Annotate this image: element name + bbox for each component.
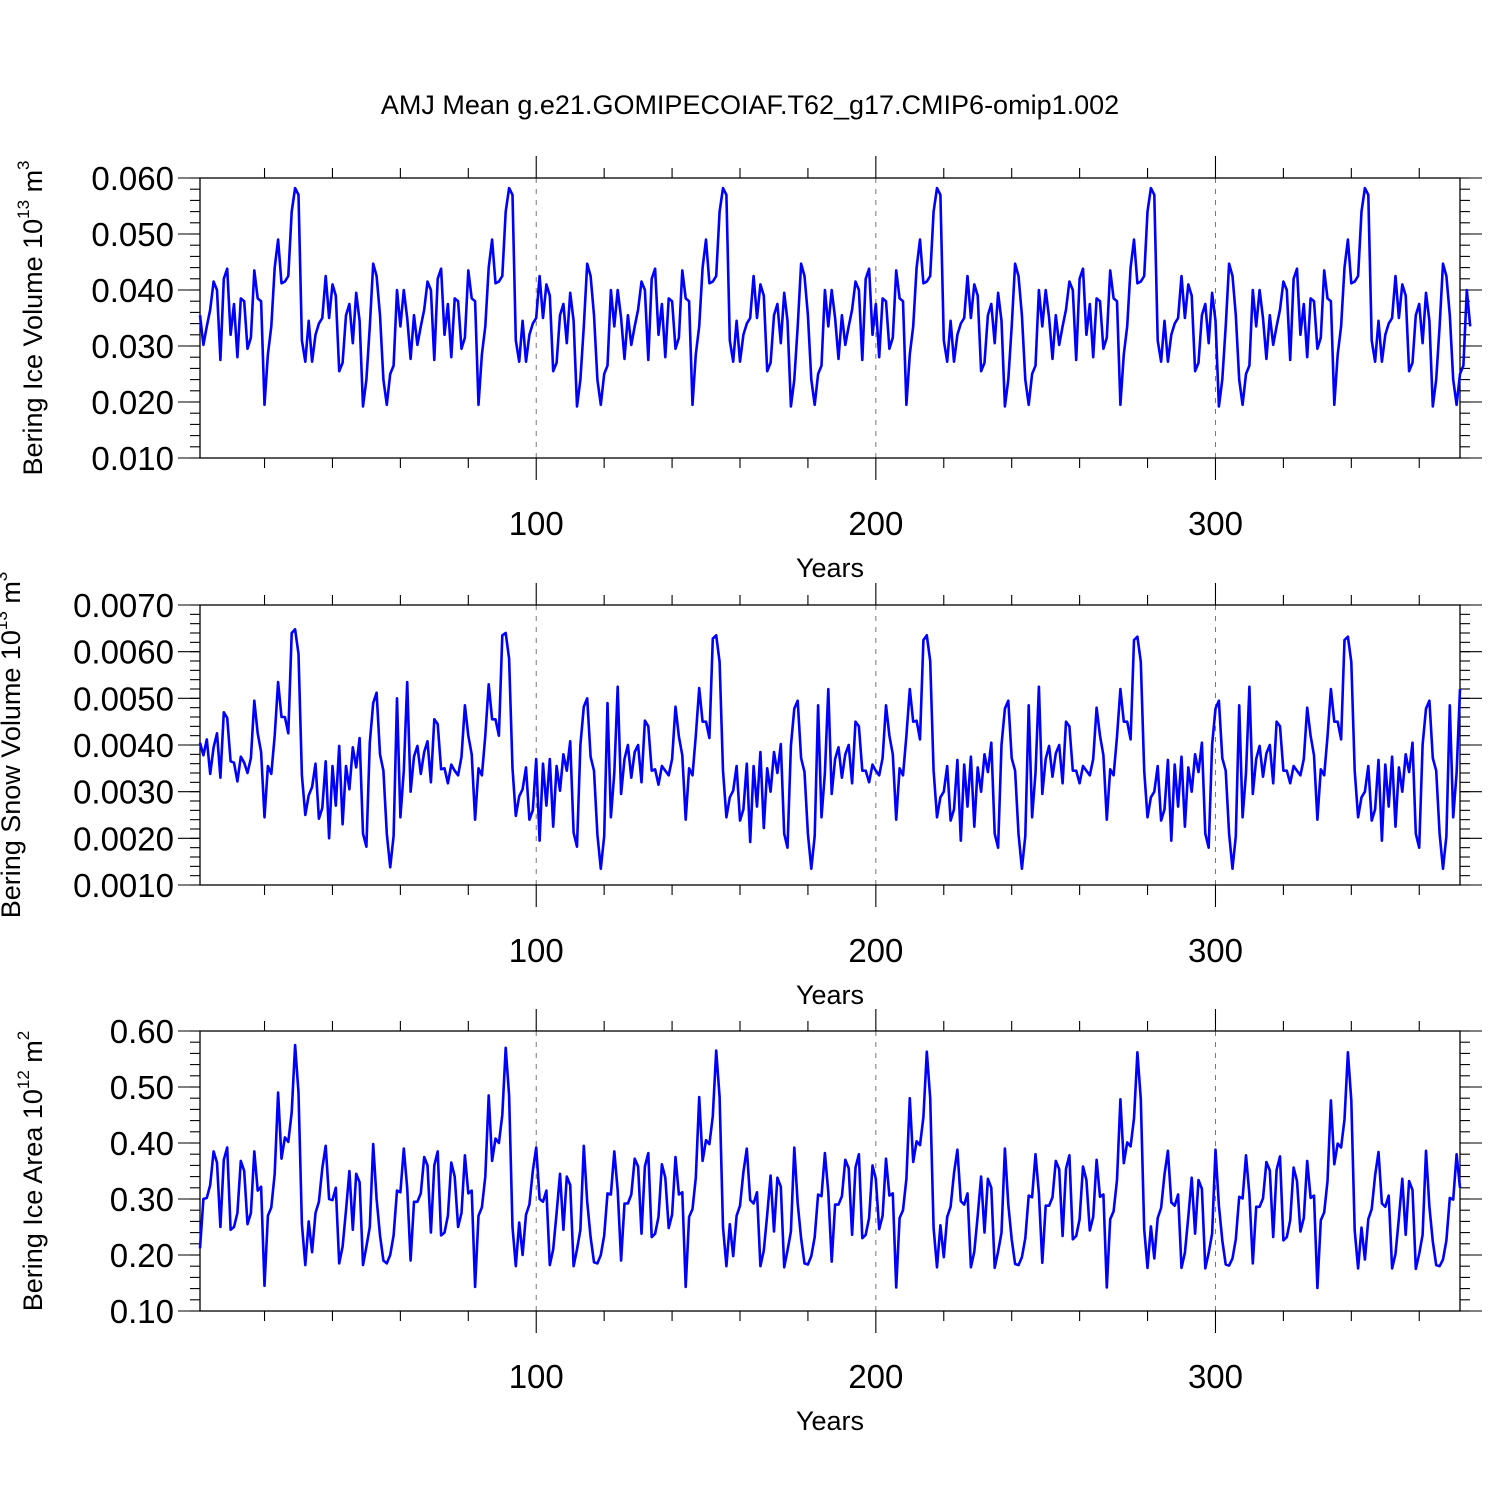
panels: 0.010 0.020 0.030 0.040 0.050 0.060 100 200 300 Y… — [0, 156, 1482, 1436]
x-tick-label: 300 — [1188, 505, 1243, 542]
y-axis-label-superscript: 3 — [14, 160, 33, 169]
x-axis-label: Years — [796, 1406, 864, 1436]
y-axis-label-part: m — [18, 170, 48, 200]
x-tick-label: 100 — [509, 932, 564, 969]
y-tick-label: 0.060 — [91, 160, 174, 197]
series-line — [198, 627, 1462, 871]
y-tick-label: 0.60 — [110, 1013, 174, 1050]
x-tick-label: 300 — [1188, 932, 1243, 969]
y-axis-label-part: Bering Snow Volume 10 — [0, 630, 26, 918]
x-tick-label: 200 — [848, 1358, 903, 1395]
y-tick-label: 0.50 — [110, 1069, 174, 1106]
y-tick-label: 0.0030 — [73, 774, 174, 811]
y-axis-label-part: Bering Ice Area 10 — [18, 1089, 48, 1311]
y-tick-label: 0.0010 — [73, 867, 174, 904]
y-axis-label: Bering Ice Area 1012 m2 — [14, 1031, 48, 1312]
y-axis-label: Bering Snow Volume 1013 m3 — [0, 572, 26, 919]
series-line — [198, 186, 1472, 408]
x-axis-label: Years — [796, 980, 864, 1010]
chart-panel-3: 0.10 0.20 0.30 0.40 0.50 0.60 100 200 300 Years Be… — [14, 1009, 1482, 1436]
x-axis-label: Years — [796, 553, 864, 583]
y-axis-label-superscript: 13 — [14, 200, 33, 219]
y-tick-label: 0.20 — [110, 1237, 174, 1274]
y-axis-label-superscript: 13 — [0, 611, 11, 630]
y-axis-label: Bering Ice Volume 1013 m3 — [14, 160, 48, 475]
y-axis-label-part: m — [18, 1040, 48, 1070]
y-axis-label-part: Bering Ice Volume 10 — [18, 219, 48, 476]
x-tick-label: 100 — [509, 505, 564, 542]
y-axis-label-superscript: 3 — [0, 572, 11, 581]
y-tick-label: 0.010 — [91, 440, 174, 477]
x-tick-label: 200 — [848, 505, 903, 542]
y-axis-label-superscript: 12 — [14, 1070, 33, 1089]
series-line — [198, 1043, 1462, 1290]
y-tick-label: 0.050 — [91, 216, 174, 253]
y-tick-label: 0.0060 — [73, 634, 174, 671]
plot-frame — [199, 1030, 1461, 1312]
y-tick-label: 0.0050 — [73, 680, 174, 717]
y-axis-label-superscript: 2 — [14, 1031, 33, 1040]
y-tick-label: 0.020 — [91, 384, 174, 421]
y-tick-label: 0.0040 — [73, 727, 174, 764]
y-tick-label: 0.40 — [110, 1125, 174, 1162]
y-tick-label: 0.30 — [110, 1181, 174, 1218]
y-tick-label: 0.0070 — [73, 587, 174, 624]
chart-panel-1: 0.010 0.020 0.030 0.040 0.050 0.060 100 200 300 Y… — [14, 156, 1482, 583]
x-tick-label: 300 — [1188, 1358, 1243, 1395]
y-tick-label: 0.0020 — [73, 820, 174, 857]
y-tick-label: 0.040 — [91, 272, 174, 309]
x-tick-label: 100 — [509, 1358, 564, 1395]
chart-title: AMJ Mean g.e21.GOMIPECOIAF.T62_g17.CMIP6… — [381, 90, 1119, 120]
y-tick-label: 0.030 — [91, 328, 174, 365]
x-tick-label: 200 — [848, 932, 903, 969]
chart-panel-2: 0.0010 0.0020 0.0030 0.0040 0.0050 0.0060 0.00… — [0, 572, 1482, 1010]
y-axis-label-part: m — [0, 581, 26, 611]
y-tick-label: 0.10 — [110, 1293, 174, 1330]
